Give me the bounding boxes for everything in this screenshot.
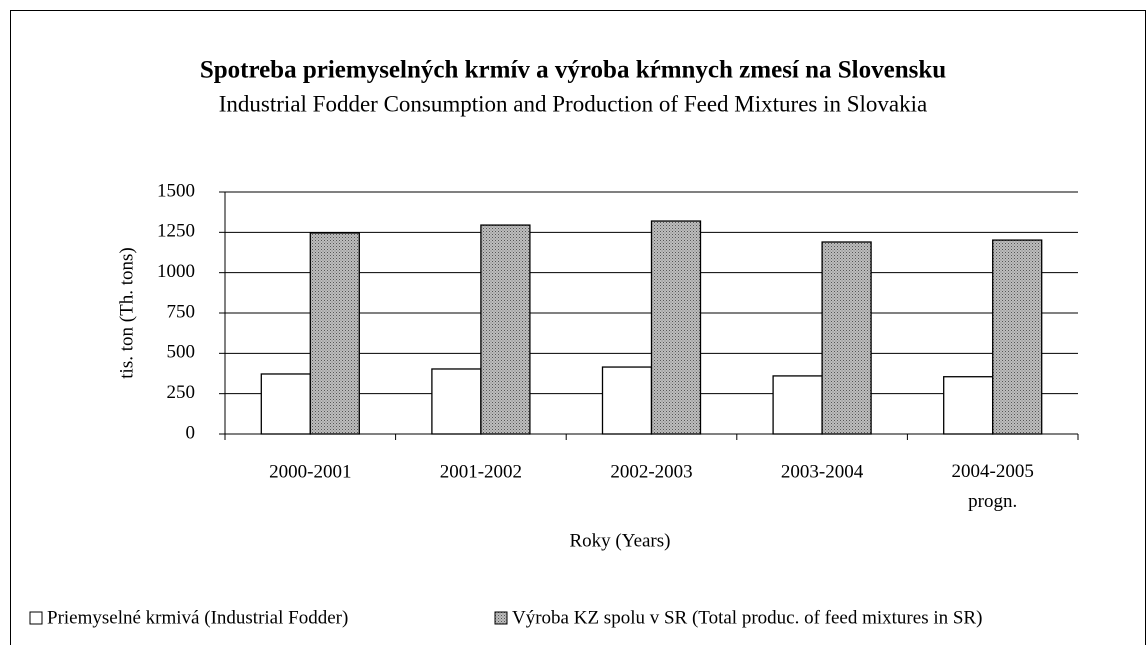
chart-subtitle: Industrial Fodder Consumption and Produc… <box>219 91 927 116</box>
frame <box>10 10 1146 645</box>
bar <box>431 368 482 435</box>
bar <box>260 373 311 435</box>
bar <box>772 375 823 435</box>
y-tick-label: 0 <box>186 422 196 443</box>
legend-label: Výroba KZ spolu v SR (Total produc. of f… <box>512 607 982 628</box>
x-tick-label: 2002-2003 <box>610 461 692 482</box>
x-tick-label: 2004-2005 progn. <box>952 461 1034 512</box>
bar <box>992 239 1043 435</box>
x-tick-label: 2003-2004 <box>781 461 864 482</box>
legend-swatch <box>494 611 508 625</box>
bar <box>650 220 702 435</box>
chart-title: Spotreba priemyselných krmív a výroba kŕ… <box>200 57 946 84</box>
bar <box>480 224 531 435</box>
y-tick-label: 250 <box>167 382 196 403</box>
legend-swatch <box>29 611 43 625</box>
y-tick-label: 1500 <box>157 180 195 201</box>
bar <box>943 376 994 435</box>
y-tick-label: 1000 <box>157 261 195 282</box>
x-axis-label: Roky (Years) <box>570 530 671 551</box>
y-tick-label: 750 <box>167 301 196 322</box>
x-tick-label: 2001-2002 <box>440 461 522 482</box>
y-tick-label: 1250 <box>157 221 195 242</box>
bar <box>821 241 872 435</box>
x-tick-label: 2000-2001 <box>269 461 351 482</box>
bar <box>309 232 360 435</box>
y-tick-label: 500 <box>167 342 196 363</box>
y-axis-label: tis. ton (Th. tons) <box>116 247 137 378</box>
bar <box>601 366 653 435</box>
legend-label: Priemyselné krmivá (Industrial Fodder) <box>47 607 348 628</box>
